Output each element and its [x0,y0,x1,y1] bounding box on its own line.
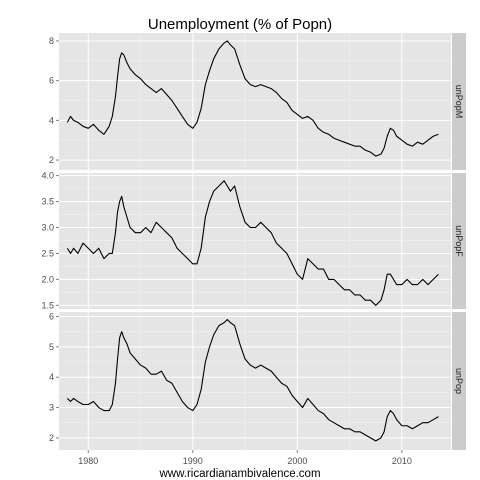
y-tick-label: 6 [49,312,54,322]
y-tick-label: 5 [49,342,54,352]
x-tick-label: 2000 [287,456,307,466]
y-tick-label: 4.0 [41,171,54,181]
y-tick-label: 3 [49,403,54,413]
y-tick-label: 4 [49,372,54,382]
y-tick-label: 6 [49,76,54,86]
y-tick-label: 2 [49,155,54,165]
y-tick-label: 8 [49,36,54,46]
facet-strip-label: unPop [454,368,464,394]
series-line-unPopF [66,180,439,306]
y-tick-label: 2.0 [41,274,54,284]
facet-strip-label: unPopF [454,225,464,257]
facet-panel-unPopF: 1.5 2.0 2.5 3.0 3.5 4.0 unPopF [41,171,466,310]
facet-strip-label: unPopM [454,85,464,119]
facet-strip [452,173,466,309]
y-tick-label: 2 [49,433,54,443]
facet-panel-unPopM: 2 4 6 8 unPopM [49,33,466,170]
facet-panel-unPop: 2 3 4 5 6 unPop [49,312,466,450]
y-tick-label: 1.5 [41,300,54,310]
y-tick-label: 4 [49,115,54,125]
y-tick-label: 3.5 [41,197,54,207]
x-tick-label: 1980 [78,456,98,466]
panel-background [59,173,451,309]
x-tick-label: 1990 [183,456,203,466]
y-tick-label: 3.0 [41,223,54,233]
panel-background [59,312,451,450]
series-line-unPop [66,319,439,442]
facet-strip [452,312,466,450]
x-tick-label: 2010 [392,456,412,466]
series-line-unPopM [66,40,439,157]
panel-background [59,33,451,170]
chart-title: Unemployment (% of Popn) [148,16,332,33]
chart-caption: www.ricardianambivalence.com [158,468,320,480]
facet-strip [452,33,466,170]
y-tick-label: 2.5 [41,248,54,258]
